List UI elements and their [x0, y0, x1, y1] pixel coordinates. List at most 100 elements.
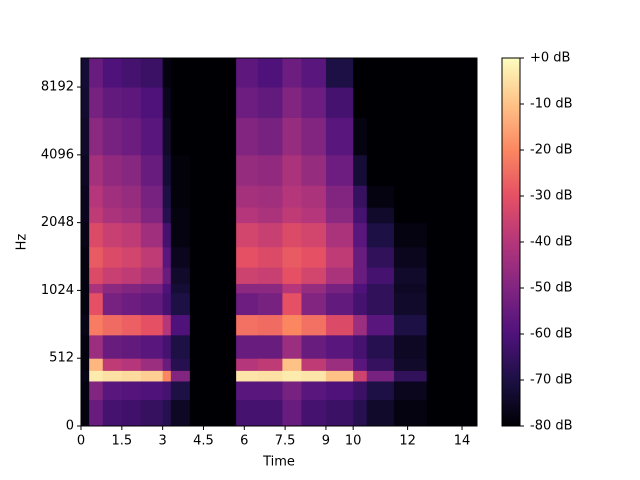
spectrogram-cell: [353, 58, 368, 88]
spectrogram-cell: [162, 370, 172, 382]
spectrogram-cell: [170, 283, 191, 294]
spectrogram-cell: [282, 358, 302, 371]
spectrogram-cell: [426, 399, 478, 427]
spectrogram-cell: [282, 58, 302, 88]
spectrogram-cell: [325, 207, 354, 224]
colorbar-tick-label: -80 dB: [530, 419, 573, 434]
spectrogram-cell: [170, 185, 191, 208]
spectrogram-cell: [102, 370, 123, 382]
spectrogram-cell: [121, 58, 142, 88]
spectrogram-cell: [282, 370, 302, 382]
spectrogram-cell: [366, 334, 395, 359]
spectrogram-cell: [170, 58, 191, 88]
spectrogram-cell: [189, 370, 237, 382]
spectrogram-cell: [426, 87, 478, 119]
spectrogram-cell: [426, 370, 478, 382]
spectrogram-cell: [325, 370, 354, 382]
spectrogram-cell: [393, 283, 428, 294]
spectrogram-cell: [189, 87, 237, 119]
spectrogram-cell: [236, 399, 259, 427]
spectrogram-cell: [102, 292, 123, 316]
spectrogram-cell: [102, 334, 123, 359]
spectrogram-cell: [366, 185, 395, 208]
spectrogram-cell: [325, 399, 354, 427]
spectrogram-cell: [189, 380, 237, 401]
spectrogram-cell: [426, 117, 478, 156]
spectrogram-cell: [393, 222, 428, 248]
spectrogram-cell: [102, 117, 123, 156]
spectrogram-cell: [170, 154, 191, 186]
spectrogram-cell: [170, 380, 191, 401]
spectrogram-cell: [81, 292, 90, 316]
spectrogram-cell: [301, 314, 327, 336]
spectrogram-cell: [189, 185, 237, 208]
y-tick-label: 2048: [41, 215, 74, 230]
spectrogram-cell: [189, 207, 237, 224]
spectrogram-cell: [366, 87, 395, 119]
spectrogram-cell: [102, 283, 123, 294]
spectrogram-cell: [89, 154, 104, 186]
spectrogram-cell: [170, 314, 191, 336]
colorbar-tick-label: -10 dB: [530, 97, 573, 112]
spectrogram-cell: [140, 267, 164, 284]
spectrogram-cell: [102, 314, 123, 336]
spectrogram-cell: [282, 222, 302, 248]
spectrogram-cell: [366, 222, 395, 248]
spectrogram-cell: [366, 314, 395, 336]
spectrogram-cell: [257, 246, 283, 268]
spectrogram-cell: [325, 185, 354, 208]
spectrogram-cell: [236, 222, 259, 248]
spectrogram-cell: [325, 334, 354, 359]
spectrogram-cell: [282, 185, 302, 208]
spectrogram-cell: [189, 246, 237, 268]
spectrogram-cell: [282, 207, 302, 224]
spectrogram-cell: [301, 222, 327, 248]
spectrogram-cell: [257, 117, 283, 156]
spectrogram-cell: [102, 358, 123, 371]
spectrogram-cell: [426, 380, 478, 401]
spectrogram-cell: [102, 246, 123, 268]
spectrogram-cell: [301, 380, 327, 401]
spectrogram-cell: [236, 283, 259, 294]
spectrogram-cell: [301, 334, 327, 359]
spectrogram-cell: [301, 358, 327, 371]
y-tick-label: 512: [49, 351, 74, 366]
colorbar-tick-label: +0 dB: [530, 51, 570, 66]
spectrogram-cell: [162, 246, 172, 268]
spectrogram-cell: [236, 292, 259, 316]
spectrogram-cell: [353, 246, 368, 268]
spectrogram-cell: [257, 58, 283, 88]
x-axis-label: Time: [262, 455, 295, 470]
spectrogram-cell: [162, 154, 172, 186]
spectrogram-cell: [162, 207, 172, 224]
x-tick-label: 14: [454, 434, 471, 449]
spectrogram-cell: [189, 334, 237, 359]
spectrogram-cell: [121, 292, 142, 316]
spectrogram-cell: [353, 399, 368, 427]
spectrogram-cell: [162, 185, 172, 208]
spectrogram-cell: [257, 283, 283, 294]
spectrogram-cell: [236, 246, 259, 268]
spectrogram-cell: [236, 87, 259, 119]
spectrogram-cell: [140, 117, 164, 156]
spectrogram-cell: [89, 222, 104, 248]
spectrogram-cell: [282, 334, 302, 359]
spectrogram-cell: [325, 358, 354, 371]
spectrogram-cell: [257, 314, 283, 336]
spectrogram-cell: [236, 370, 259, 382]
spectrogram-cell: [81, 314, 90, 336]
spectrogram-cell: [301, 117, 327, 156]
spectrogram-cell: [325, 87, 354, 119]
spectrogram-cell: [236, 185, 259, 208]
spectrogram-cell: [257, 380, 283, 401]
spectrogram-cell: [140, 185, 164, 208]
colorbar-tick-label: -50 dB: [530, 281, 573, 296]
spectrogram-cell: [89, 207, 104, 224]
spectrogram-cell: [325, 314, 354, 336]
spectrogram-cell: [282, 399, 302, 427]
spectrogram-cell: [121, 358, 142, 371]
spectrogram-cell: [257, 334, 283, 359]
x-tick-label: 3: [159, 434, 167, 449]
spectrogram-cell: [140, 370, 164, 382]
spectrogram-cell: [301, 370, 327, 382]
